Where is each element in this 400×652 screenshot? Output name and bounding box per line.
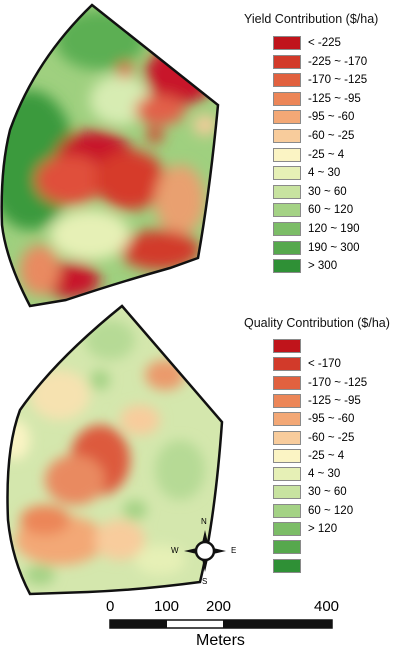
yield-field-boundary: [0, 3, 220, 308]
quality-map: [7, 306, 222, 594]
north-arrow-icon: [184, 530, 226, 572]
yield-map: [1, 5, 218, 306]
scale-bar: [109, 619, 333, 629]
